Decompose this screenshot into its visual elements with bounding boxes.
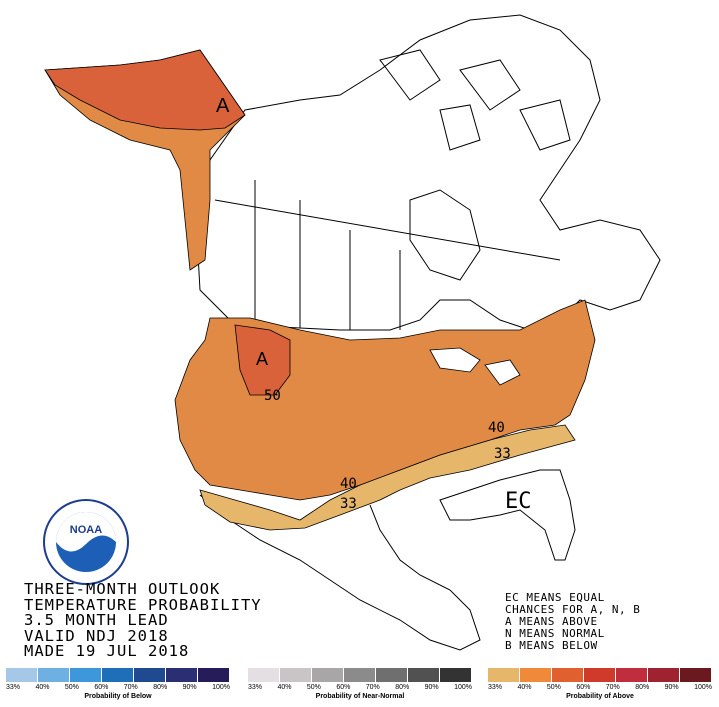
great-lakes (429, 347, 521, 386)
scale-tick: 70% (605, 684, 620, 691)
contour-50-label: 50 (264, 388, 281, 404)
scale-below-caption: Probability of Below (84, 693, 152, 700)
scale-below-ticks: 33% 40% 50% 60% 70% 80% 90% 100% (6, 684, 230, 691)
scale-swatch-4 (344, 668, 376, 682)
scale-swatch-7 (440, 668, 472, 682)
scale-tick: 50% (306, 684, 321, 691)
scale-swatch-7 (198, 668, 230, 682)
us-above-33 (199, 424, 576, 531)
scale-swatch-4 (584, 668, 616, 682)
title-line-3: 3.5 MONTH LEAD (24, 611, 169, 629)
scale-swatch-2 (38, 668, 70, 682)
scale-swatch-3 (552, 668, 584, 682)
scale-tick: 40% (35, 684, 50, 691)
scale-tick: 33% (6, 684, 21, 691)
scale-above-ticks: 33% 40% 50% 60% 70% 80% 90% 100% (488, 684, 712, 691)
scale-tick: 90% (424, 684, 439, 691)
scale-tick: 80% (395, 684, 410, 691)
scale-below-bar (6, 668, 230, 682)
canada-outline (194, 14, 661, 331)
scale-tick: 90% (664, 684, 679, 691)
scale-tick: 50% (64, 684, 79, 691)
scale-tick: 100% (694, 684, 712, 691)
scale-swatch-2 (280, 668, 312, 682)
contour-40-sw-label: 40 (340, 476, 357, 492)
scale-tick: 90% (182, 684, 197, 691)
scale-tick: 80% (153, 684, 168, 691)
scale-swatch-4 (102, 668, 134, 682)
scale-swatch-5 (376, 668, 408, 682)
title-line-1: THREE-MONTH OUTLOOK (24, 580, 221, 598)
scale-swatch-1 (6, 668, 38, 682)
scale-near-normal-ticks: 33% 40% 50% 60% 70% 80% 90% 100% (248, 684, 472, 691)
scale-near-normal-caption: Probability of Near-Normal (315, 693, 405, 700)
alaska-above-50 (44, 49, 246, 131)
scale-tick: 50% (546, 684, 561, 691)
scale-swatch-5 (134, 668, 166, 682)
scale-tick: 60% (576, 684, 591, 691)
scale-tick: 60% (336, 684, 351, 691)
contour-33-sw-label: 33 (340, 496, 357, 512)
scale-tick: 70% (123, 684, 138, 691)
arctic-islands (379, 49, 571, 151)
note-line-4: N MEANS NORMAL (505, 627, 605, 640)
scale-tick: 60% (94, 684, 109, 691)
scale-above-caption: Probability of Above (566, 693, 634, 700)
scale-swatch-6 (166, 668, 198, 682)
scale-tick: 40% (517, 684, 532, 691)
noaa-logo-text: NOAA (70, 524, 102, 536)
scale-tick: 40% (277, 684, 292, 691)
scale-above: 33% 40% 50% 60% 70% 80% 90% 100% Probability of… (488, 668, 712, 706)
title-line-4: VALID NDJ 2018 (24, 626, 169, 645)
outlook-title: THREE-MONTH OUTLOOK TEMPERATURE PROBABIL… (24, 580, 262, 660)
us-above-50 (234, 324, 291, 396)
title-line-5: MADE 19 JUL 2018 (24, 642, 190, 660)
scale-tick: 100% (454, 684, 472, 691)
mexico-outline (199, 494, 481, 651)
scale-tick: 70% (365, 684, 380, 691)
scale-tick: 80% (635, 684, 650, 691)
note-line-3: A MEANS ABOVE (505, 615, 598, 628)
scale-swatch-3 (312, 668, 344, 682)
us-southeast (439, 469, 576, 561)
note-line-1: EC MEANS EQUAL (505, 591, 605, 604)
scale-swatch-6 (408, 668, 440, 682)
note-line-2: CHANCES FOR A, N, B (505, 603, 641, 616)
province-lines (214, 180, 561, 330)
ec-label: EC (505, 489, 532, 514)
noaa-logo-icon: NOAA (43, 499, 129, 585)
scale-below: 33% 40% 50% 60% 70% 80% 90% 100% Probability of… (6, 668, 230, 706)
scale-swatch-6 (648, 668, 680, 682)
scale-swatch-2 (520, 668, 552, 682)
hudson-bay (409, 189, 481, 281)
legend-notes: EC MEANS EQUAL CHANCES FOR A, N, B A MEA… (505, 592, 640, 652)
scale-above-bar (488, 668, 712, 682)
scale-near-normal: 33% 40% 50% 60% 70% 80% 90% 100% Probability of… (248, 668, 472, 706)
scale-swatch-7 (680, 668, 712, 682)
scale-swatch-5 (616, 668, 648, 682)
scale-swatch-3 (70, 668, 102, 682)
scale-swatch-1 (488, 668, 520, 682)
scale-tick: 100% (212, 684, 230, 691)
contour-33-east-label: 33 (494, 446, 511, 462)
scale-swatch-1 (248, 668, 280, 682)
title-line-2: TEMPERATURE PROBABILITY (24, 595, 262, 614)
scale-tick: 33% (488, 684, 503, 691)
scale-near-normal-bar (248, 668, 472, 682)
northwest-above-label: A (256, 349, 268, 369)
contour-40-east-label: 40 (488, 420, 505, 436)
scale-tick: 33% (248, 684, 263, 691)
note-line-5: B MEANS BELOW (505, 639, 598, 652)
alaska-above-label: A (216, 95, 230, 117)
